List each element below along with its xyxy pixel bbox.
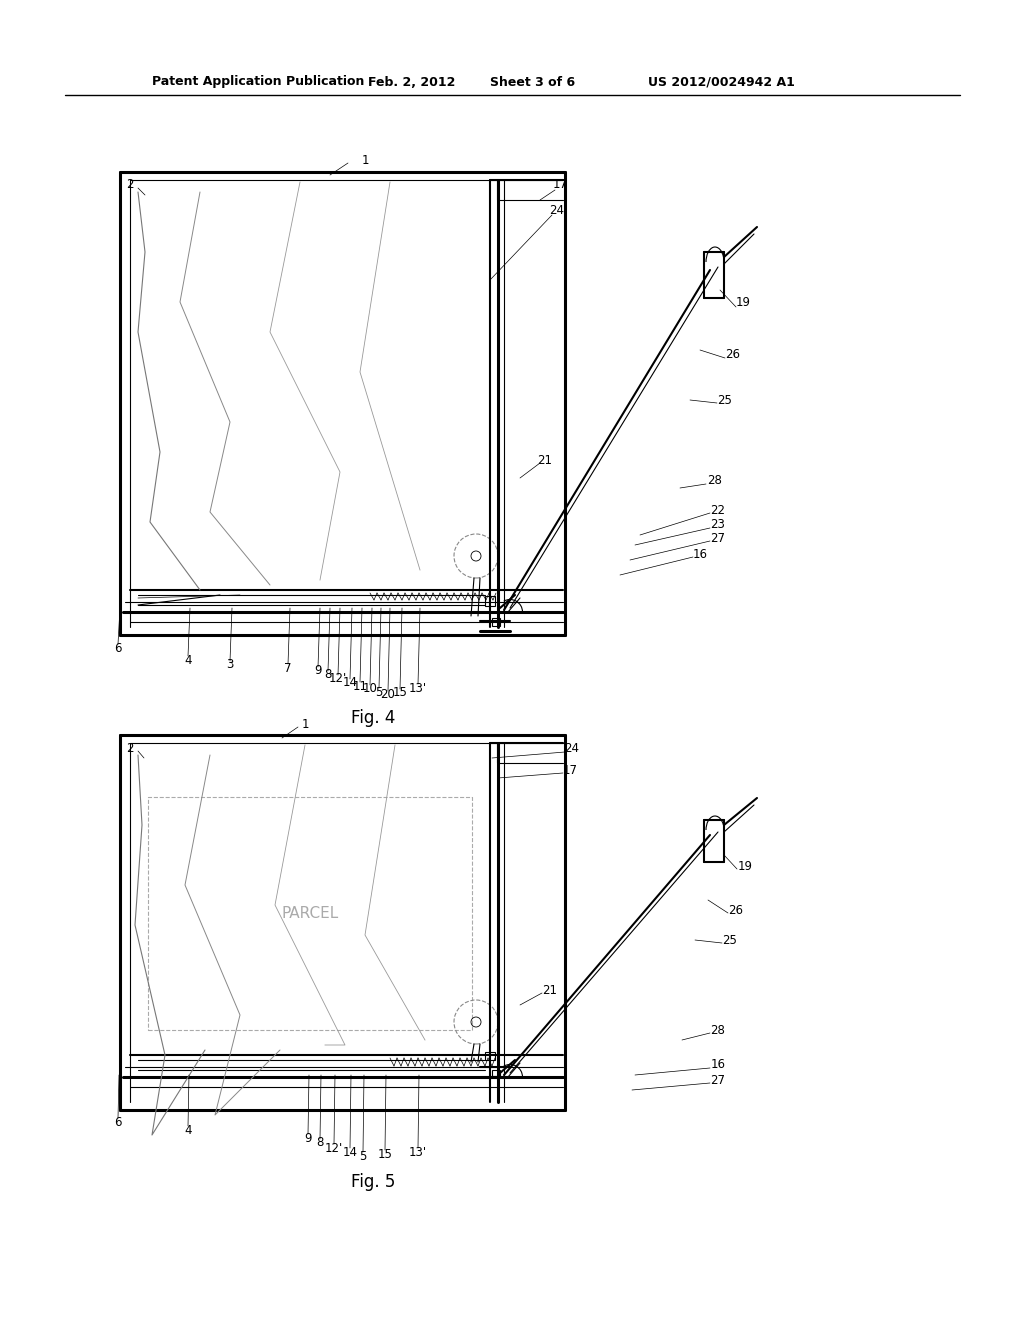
Text: 1: 1: [301, 718, 309, 730]
Text: 2: 2: [126, 178, 134, 191]
Text: 15: 15: [378, 1147, 392, 1160]
Text: US 2012/0024942 A1: US 2012/0024942 A1: [648, 75, 795, 88]
Text: 24: 24: [564, 742, 580, 755]
Text: 14: 14: [342, 676, 357, 689]
Text: 16: 16: [711, 1059, 725, 1072]
Text: 26: 26: [728, 903, 743, 916]
Text: 28: 28: [711, 1023, 725, 1036]
Text: 8: 8: [325, 668, 332, 681]
Text: 28: 28: [708, 474, 723, 487]
Text: Patent Application Publication: Patent Application Publication: [152, 75, 365, 88]
Text: 17: 17: [553, 178, 567, 191]
Text: 7: 7: [285, 661, 292, 675]
Text: 5: 5: [376, 685, 383, 698]
Text: 2: 2: [126, 742, 134, 755]
Text: 9: 9: [304, 1131, 311, 1144]
Text: 12': 12': [325, 1142, 343, 1155]
Text: 24: 24: [550, 203, 564, 216]
Text: 13': 13': [409, 681, 427, 694]
Text: 25: 25: [718, 393, 732, 407]
Text: 11: 11: [352, 680, 368, 693]
Text: 6: 6: [115, 1115, 122, 1129]
Text: 22: 22: [711, 503, 725, 516]
Text: 23: 23: [711, 519, 725, 532]
Text: 15: 15: [392, 686, 408, 700]
Text: 21: 21: [543, 983, 557, 997]
Text: Sheet 3 of 6: Sheet 3 of 6: [490, 75, 575, 88]
Text: 10: 10: [362, 682, 378, 696]
Bar: [485, 597, 495, 606]
Text: Fig. 4: Fig. 4: [351, 709, 395, 727]
Text: 6: 6: [115, 642, 122, 655]
Text: 14: 14: [342, 1146, 357, 1159]
Text: 4: 4: [184, 653, 191, 667]
Text: 13': 13': [409, 1146, 427, 1159]
Text: 27: 27: [711, 1073, 725, 1086]
Text: 3: 3: [226, 659, 233, 672]
Text: 20: 20: [381, 689, 395, 701]
Text: 25: 25: [723, 933, 737, 946]
Bar: [148, 797, 472, 1030]
Text: 12': 12': [329, 672, 347, 685]
Bar: [492, 1071, 500, 1076]
Text: PARCEL: PARCEL: [282, 906, 339, 920]
Bar: [485, 1052, 495, 1060]
Text: 4: 4: [184, 1123, 191, 1137]
Text: 17: 17: [562, 763, 578, 776]
Text: 19: 19: [735, 297, 751, 309]
Text: 1: 1: [361, 153, 369, 166]
Text: Feb. 2, 2012: Feb. 2, 2012: [368, 75, 456, 88]
Text: 5: 5: [359, 1150, 367, 1163]
Text: 16: 16: [692, 548, 708, 561]
Text: 27: 27: [711, 532, 725, 544]
Text: 19: 19: [737, 859, 753, 873]
Bar: [492, 618, 500, 626]
Text: 8: 8: [316, 1137, 324, 1150]
Text: Fig. 5: Fig. 5: [351, 1173, 395, 1191]
Text: 9: 9: [314, 664, 322, 677]
Text: 21: 21: [538, 454, 553, 466]
Text: 26: 26: [725, 348, 740, 362]
